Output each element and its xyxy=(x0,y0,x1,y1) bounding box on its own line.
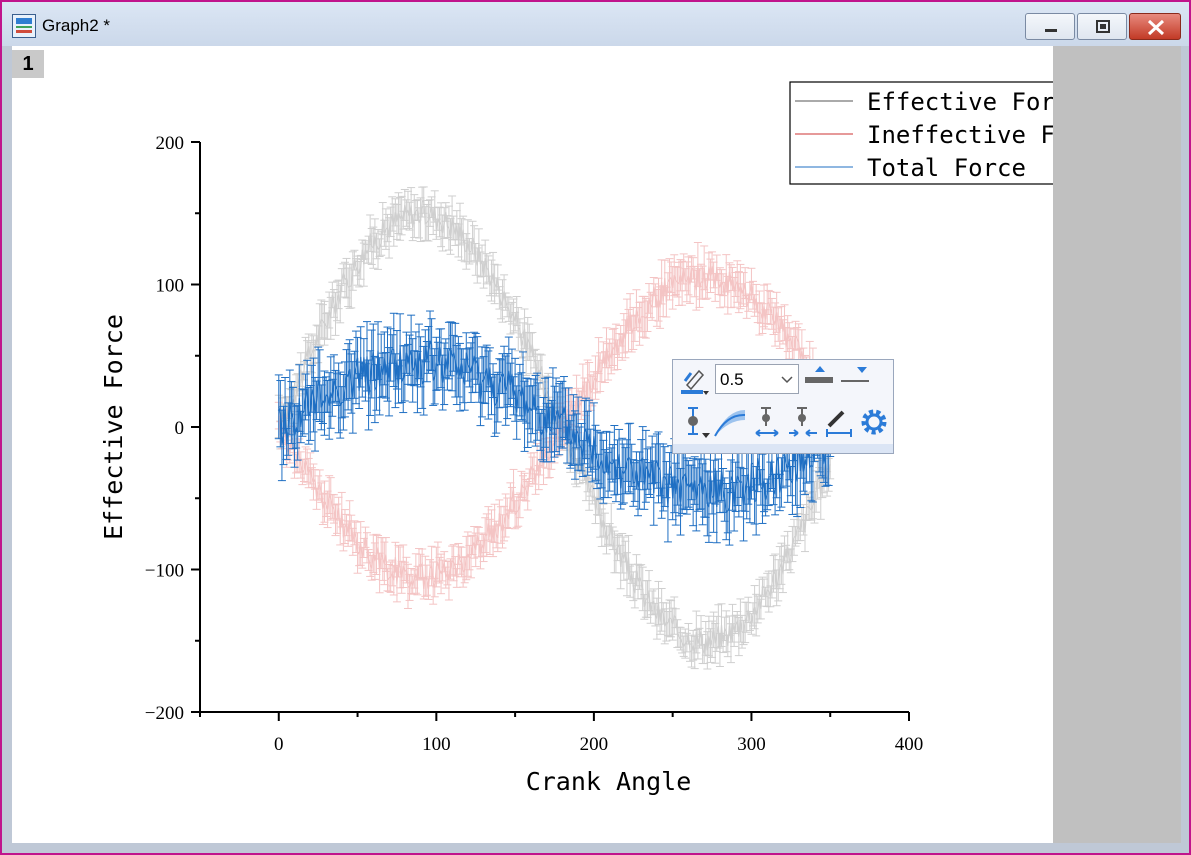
legend-entry[interactable]: Total Force xyxy=(867,154,1026,182)
series-line xyxy=(278,338,831,513)
x-tick-label: 200 xyxy=(580,734,609,755)
increase-width-button[interactable] xyxy=(803,363,837,397)
line-width-select[interactable]: 0.5 xyxy=(715,364,799,394)
toolbar-grip[interactable] xyxy=(673,444,893,453)
x-tick-label: 400 xyxy=(895,734,924,755)
mini-toolbar: 0.5 xyxy=(672,359,894,454)
close-button[interactable] xyxy=(1129,13,1181,40)
minimize-button[interactable] xyxy=(1025,13,1075,40)
graph-workspace: 0 100 200 300 400 200 100 0 −100 −200 Crank Angle… xyxy=(12,46,1181,843)
legend-entry[interactable]: Effective Force xyxy=(867,88,1053,116)
x-tick-label: 0 xyxy=(274,734,284,755)
x-axis-title[interactable]: Crank Angle xyxy=(526,767,692,796)
legend[interactable]: Effective Force Ineffective Force Total Fo… xyxy=(789,81,1053,185)
series-total-force xyxy=(274,310,835,546)
x-tick-label: 300 xyxy=(737,734,766,755)
y-tick-label: 100 xyxy=(156,276,185,297)
axes-layer: 0 100 200 300 400 200 100 0 −100 −200 xyxy=(145,133,923,755)
window-title: Graph2 * xyxy=(42,16,111,35)
series-layer xyxy=(274,186,835,670)
decrease-width-button[interactable] xyxy=(839,363,873,397)
gear-icon[interactable] xyxy=(857,406,891,440)
y-tick-label: −200 xyxy=(145,703,184,724)
swap-xy-errorbar-button[interactable] xyxy=(823,406,857,440)
legend-entry[interactable]: Ineffective Force xyxy=(867,121,1053,149)
y-tick-label: 0 xyxy=(175,418,185,439)
x-tick-label: 100 xyxy=(422,734,451,755)
layer-1-tab[interactable]: 1 xyxy=(12,50,44,78)
line-width-value: 0.5 xyxy=(720,370,744,389)
graph-page[interactable]: 0 100 200 300 400 200 100 0 −100 −200 Crank Angle… xyxy=(12,46,1053,843)
line-color-button[interactable] xyxy=(677,363,711,397)
graph-window-icon[interactable] xyxy=(12,14,36,38)
y-axis-title[interactable]: Effective Force xyxy=(99,314,128,540)
chart-plot[interactable]: 0 100 200 300 400 200 100 0 −100 −200 Crank Angle… xyxy=(12,46,1053,843)
chevron-down-icon xyxy=(781,376,793,384)
y-tick-label: 200 xyxy=(156,133,185,154)
symbol-color-button[interactable] xyxy=(679,406,713,440)
error-band-button[interactable] xyxy=(713,406,747,440)
cap-size-decrease-button[interactable] xyxy=(787,406,821,440)
restore-button[interactable] xyxy=(1077,13,1127,40)
title-bar[interactable]: Graph2 * xyxy=(2,2,1189,46)
y-tick-label: −100 xyxy=(145,561,184,582)
cap-size-increase-button[interactable] xyxy=(751,406,785,440)
